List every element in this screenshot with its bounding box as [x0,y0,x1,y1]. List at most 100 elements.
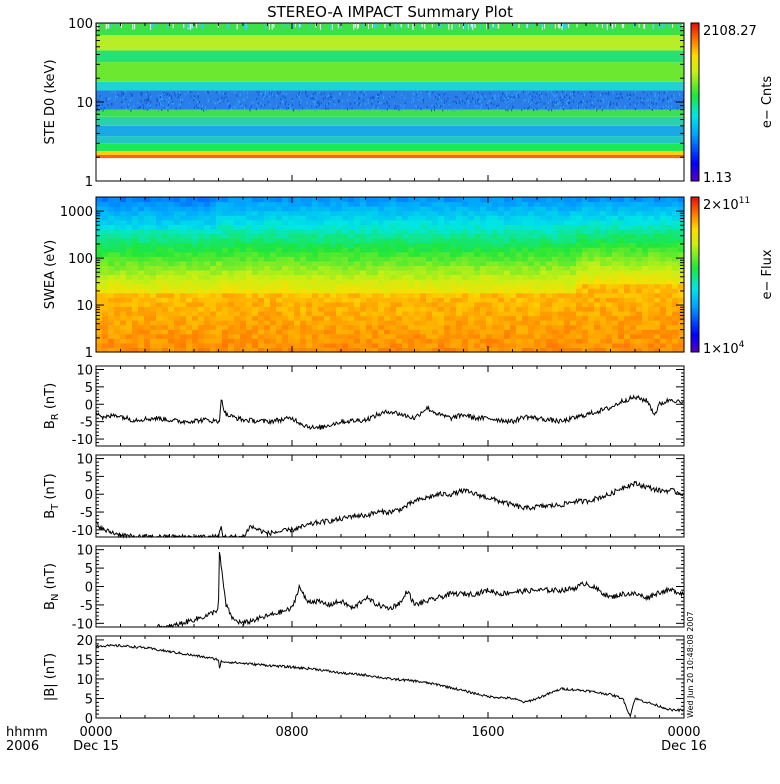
swea-cell [414,284,421,289]
swea-cell [564,320,571,325]
ste-speckle [253,101,254,103]
swea-cell [384,265,391,270]
swea-cell [162,265,169,270]
swea-cell [468,329,475,334]
ste-speckle [97,107,98,109]
swea-cell [342,261,349,266]
swea-cell [444,279,451,284]
swea-cell [546,311,553,316]
ste-speckle [455,96,456,98]
swea-cell [528,265,535,270]
swea-cell [348,325,355,330]
y-tick-label: 10 [76,96,93,111]
swea-cell [384,316,391,321]
ste-speckle [110,97,111,99]
swea-cell [522,256,529,261]
swea-cell [402,320,409,325]
swea-cell [450,306,457,311]
swea-cell [636,233,643,238]
swea-cell [378,306,385,311]
swea-cell [504,325,511,330]
swea-cell [420,252,427,257]
ste-speckle [330,96,331,98]
swea-cell [492,197,499,202]
swea-cell [630,334,637,339]
swea-cell [426,247,433,252]
swea-cell [492,275,499,280]
swea-cell [390,261,397,266]
swea-cell [540,224,547,229]
swea-cell [234,197,241,202]
swea-cell [264,261,271,266]
swea-cell [246,252,253,257]
swea-cell [204,329,211,334]
swea-cell [378,316,385,321]
swea-cell [156,247,163,252]
ste-speckle [538,104,539,106]
swea-cell [450,256,457,261]
swea-cell [456,316,463,321]
swea-cell [396,306,403,311]
ste-speckle [316,106,317,108]
swea-cell [186,334,193,339]
br-frame [96,366,684,446]
swea-cell [162,316,169,321]
swea-cell [462,206,469,211]
ste-speckle [514,92,515,94]
swea-cell [294,243,301,248]
swea-cell [306,316,313,321]
swea-cell [246,325,253,330]
swea-cell [186,302,193,307]
ste-speckle [206,92,207,94]
ste-top-speckle [401,24,402,27]
swea-cell [666,243,673,248]
swea-cell [606,302,613,307]
ste-top-speckle [283,24,284,29]
swea-cell [132,325,139,330]
swea-cell [240,320,247,325]
swea-cell [444,338,451,343]
swea-cell [504,316,511,321]
ste-speckle [507,99,508,101]
swea-cell [636,215,643,220]
swea-cell [588,220,595,225]
ste-speckle [389,98,390,100]
swea-cell [468,197,475,202]
ste-speckle [512,94,513,96]
swea-cell [366,224,373,229]
swea-cell [222,211,229,216]
swea-cell [546,256,553,261]
swea-cell [216,293,223,298]
swea-cell [414,334,421,339]
swea-cell [180,211,187,216]
swea-cell [264,243,271,248]
swea-cell [240,265,247,270]
swea-cell [648,325,655,330]
swea-cell [282,211,289,216]
swea-cell [216,275,223,280]
y-tick-label: 5 [85,381,93,396]
swea-cell [312,215,319,220]
swea-cell [312,197,319,202]
ste-speckle [541,93,542,95]
swea-cell [408,211,415,216]
swea-cell [120,270,127,275]
ste-speckle [405,102,406,104]
ste-speckle [227,100,228,102]
ste-speckle [137,102,138,104]
swea-cell [450,311,457,316]
swea-cell [624,279,631,284]
ste-speckle [264,96,265,98]
swea-cell [408,206,415,211]
swea-cell [282,197,289,202]
swea-cell [258,215,265,220]
y-tick-label: 10 [76,363,93,378]
swea-cell [528,206,535,211]
swea-cell [102,233,109,238]
ste-speckle [342,105,343,107]
swea-cell [228,284,235,289]
swea-cell [240,297,247,302]
swea-cell [582,256,589,261]
swea-cell [522,220,529,225]
swea-cell [510,338,517,343]
